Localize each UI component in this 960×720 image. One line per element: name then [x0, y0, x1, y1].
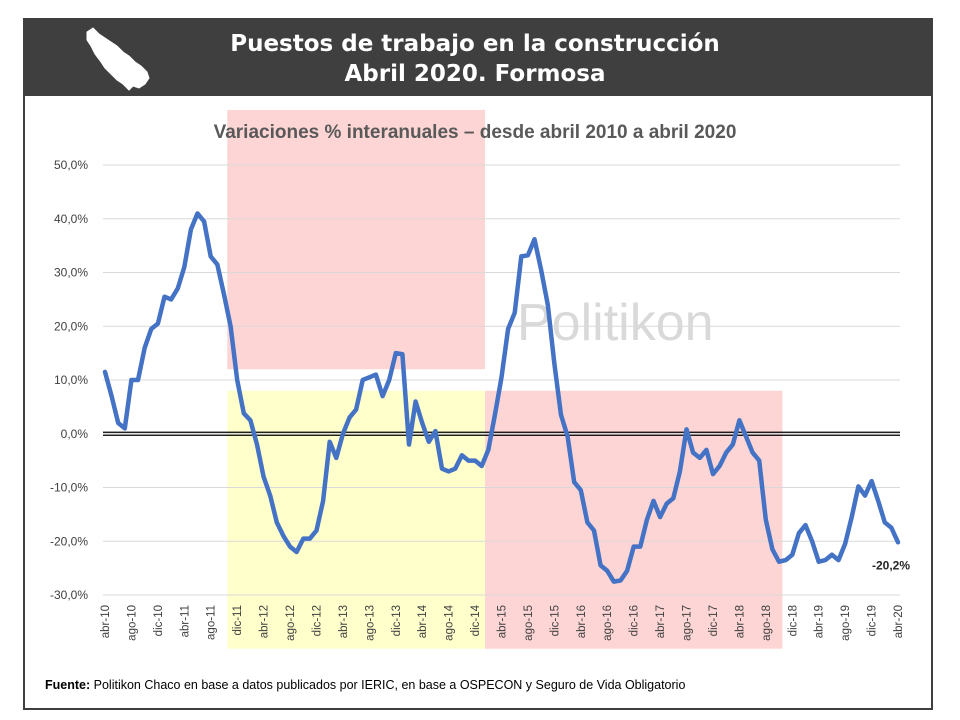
- x-tick-label: ago-14: [444, 604, 456, 640]
- y-tick-label: 40,0%: [54, 212, 88, 226]
- x-tick-label: dic-15: [549, 605, 561, 636]
- x-tick-label: abr-14: [417, 604, 429, 638]
- x-tick-label: ago-16: [602, 605, 614, 641]
- x-tick-label: dic-13: [391, 605, 403, 636]
- x-tick-label: ago-13: [364, 605, 376, 641]
- x-tick-label: dic-17: [708, 605, 720, 636]
- x-tick-label: ago-12: [285, 605, 297, 641]
- x-tick-label: abr-13: [338, 605, 350, 638]
- y-tick-label: 30,0%: [54, 266, 88, 280]
- highlight-band-red: [227, 110, 485, 370]
- y-tick-label: -10,0%: [50, 481, 88, 495]
- series-line: [102, 211, 901, 584]
- y-tick-label: 20,0%: [54, 319, 88, 333]
- x-tick-label: ago-18: [761, 605, 773, 641]
- header-title: Puestos de trabajo en la construcción: [230, 31, 720, 57]
- x-tick-label: dic-19: [867, 605, 879, 636]
- x-tick-label: dic-16: [629, 605, 641, 636]
- x-tick-label: abr-18: [734, 605, 746, 638]
- x-tick-label: dic-10: [153, 605, 165, 636]
- x-tick-label: abr-12: [259, 605, 271, 638]
- header-subtitle: Abril 2020. Formosa: [344, 61, 606, 87]
- x-tick-label: dic-18: [787, 605, 799, 636]
- formosa-map-icon: [86, 27, 150, 91]
- y-tick-label: 10,0%: [54, 373, 88, 387]
- chart-title: Variaciones % interanuales – desde abril…: [214, 122, 737, 143]
- source-label: Fuente:: [45, 678, 91, 692]
- source-text: Politikon Chaco en base a datos publicad…: [93, 678, 686, 692]
- data-label-last: -20,2%: [872, 558, 910, 572]
- x-tick-label: ago-17: [682, 605, 694, 641]
- y-tick-label: -30,0%: [50, 588, 88, 602]
- x-tick-label: ago-11: [206, 605, 218, 640]
- x-tick-label: abr-15: [497, 605, 509, 638]
- x-tick-label: abr-10: [100, 605, 112, 638]
- x-tick-label: ago-15: [523, 605, 535, 641]
- x-tick-label: abr-16: [576, 605, 588, 638]
- x-tick-label: ago-19: [840, 605, 852, 641]
- y-tick-label: -20,0%: [50, 534, 88, 548]
- x-tick-label: ago-10: [126, 605, 138, 641]
- x-tick-label: abr-19: [814, 605, 826, 638]
- x-tick-label: dic-11: [232, 605, 244, 635]
- x-tick-label: dic-14: [470, 604, 482, 636]
- x-tick-label: abr-17: [655, 605, 667, 638]
- x-tick-label: abr-11: [179, 605, 191, 637]
- header-bar: Puestos de trabajo en la construcción Ab…: [25, 20, 931, 96]
- x-tick-label: abr-20: [893, 605, 905, 638]
- y-tick-label: 0,0%: [61, 427, 89, 441]
- source-note: Fuente: Politikon Chaco en base a datos …: [45, 678, 685, 692]
- y-tick-label: 50,0%: [54, 158, 88, 172]
- x-tick-label: dic-12: [311, 605, 323, 636]
